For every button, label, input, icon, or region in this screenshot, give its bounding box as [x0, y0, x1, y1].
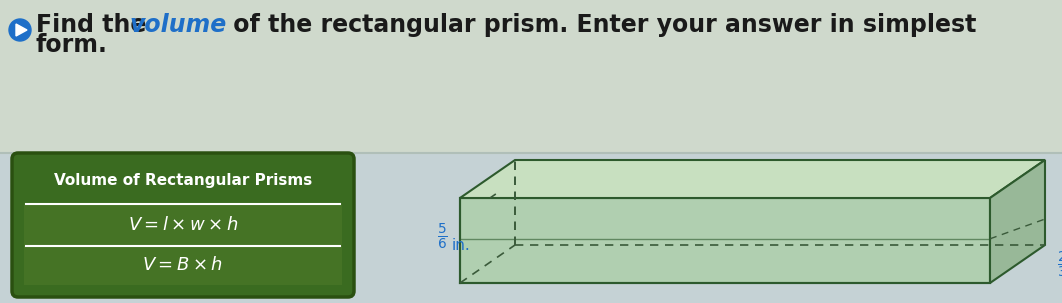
Text: $\frac{2}{3}$: $\frac{2}{3}$	[1057, 250, 1062, 280]
Text: volume: volume	[130, 13, 227, 37]
Text: Volume of Rectangular Prisms: Volume of Rectangular Prisms	[54, 174, 312, 188]
Text: of the rectangular prism. Enter your answer in simplest: of the rectangular prism. Enter your ans…	[225, 13, 976, 37]
FancyBboxPatch shape	[24, 205, 342, 245]
Text: in.: in.	[452, 238, 470, 253]
Text: $\frac{5}{6}$: $\frac{5}{6}$	[438, 221, 448, 251]
Text: $V = B \times h$: $V = B \times h$	[142, 257, 223, 275]
Text: $V = l \times w \times h$: $V = l \times w \times h$	[127, 216, 238, 234]
FancyBboxPatch shape	[12, 153, 354, 297]
Polygon shape	[460, 198, 990, 283]
Polygon shape	[16, 24, 27, 36]
Circle shape	[8, 19, 31, 41]
Text: Find the: Find the	[36, 13, 155, 37]
Text: form.: form.	[36, 33, 108, 57]
Polygon shape	[990, 160, 1045, 283]
Polygon shape	[460, 160, 1045, 198]
FancyBboxPatch shape	[24, 246, 342, 285]
Bar	[0, 153, 1062, 303]
Bar	[0, 0, 1062, 153]
